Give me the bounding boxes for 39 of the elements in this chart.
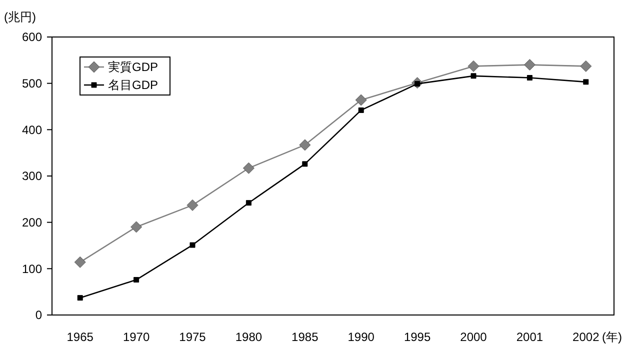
point [74,256,86,268]
x-tick-label: 1975 [179,330,206,344]
point [526,75,532,81]
x-tick-label: 2000 [460,330,488,344]
point [470,73,476,79]
legend-label: 実質GDP [108,60,158,74]
point [186,199,198,211]
y-tick-label: 500 [22,76,42,91]
point [468,60,480,72]
point [299,139,311,151]
y-tick-label: 600 [22,30,42,44]
point [190,242,196,248]
y-tick-label: 300 [22,169,42,184]
point [302,161,308,167]
y-tick-label: 200 [22,216,42,230]
x-tick-label: 1965 [66,330,94,344]
x-tick-label: 1980 [235,330,262,344]
x-axis-title: (年) [602,330,622,344]
x-tick-label: 1985 [292,330,319,344]
point [580,60,592,72]
x-tick-label: 2001 [516,330,544,344]
x-tick-label: 1970 [122,330,150,344]
y-tick-label: 0 [35,308,42,322]
point [77,295,83,301]
legend-label: 名目GDP [108,78,158,92]
point [242,162,254,174]
point [355,94,367,106]
point [524,59,536,71]
point [583,79,589,85]
point [358,107,364,113]
x-tick-label: 1995 [404,330,431,344]
y-tick-label: 100 [22,262,42,276]
point [134,277,140,283]
x-tick-label: 1990 [348,330,375,344]
y-tick-label: 400 [22,122,42,137]
y-axis-title: (兆円) [4,10,36,24]
point [246,200,252,206]
point [130,221,142,233]
x-tick-label: 2002 [572,330,600,344]
